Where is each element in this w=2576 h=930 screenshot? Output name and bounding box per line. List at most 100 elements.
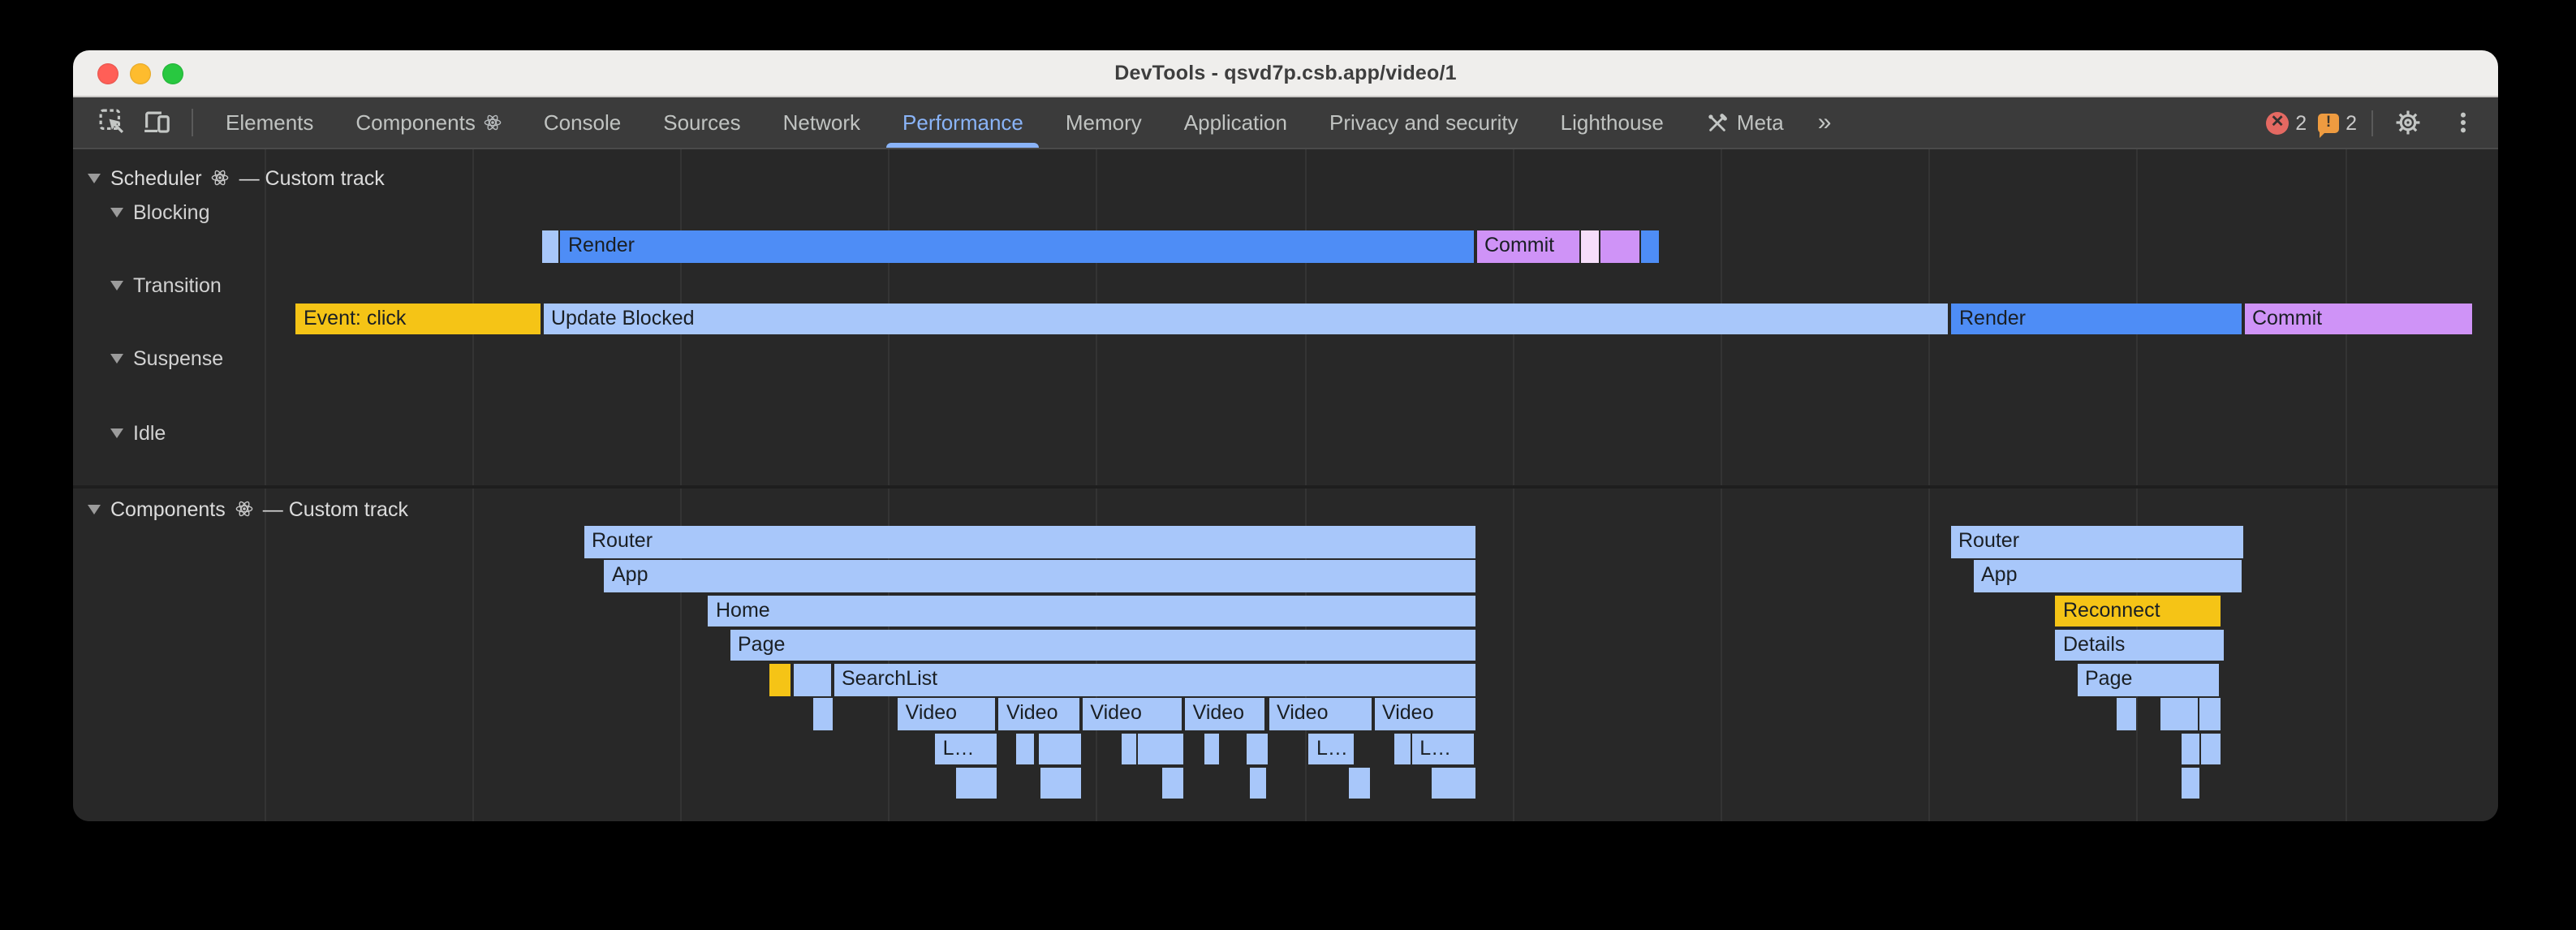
collapse-arrow-icon[interactable] — [110, 280, 123, 290]
timeline-event-render[interactable]: Render — [1951, 303, 2241, 334]
tab-label: Elements — [226, 110, 314, 135]
timeline-event[interactable] — [1016, 733, 1034, 764]
warning-badge[interactable]: ! 2 — [2318, 111, 2357, 137]
timeline-event-router[interactable]: Router — [584, 526, 1475, 558]
timeline-event[interactable] — [813, 698, 832, 730]
devtools-toolbar: Elements Components Console Sources Network P… — [73, 97, 2498, 149]
collapse-arrow-icon[interactable] — [110, 207, 123, 217]
tab-label: Components — [355, 110, 476, 135]
settings-button[interactable] — [2388, 109, 2427, 136]
timeline-event[interactable] — [1394, 733, 1410, 764]
grid-line — [2345, 149, 2346, 820]
timeline-event-commit[interactable]: Commit — [2244, 303, 2472, 334]
timeline-event-reconnect[interactable]: Reconnect — [2055, 595, 2221, 626]
device-toolbar-icon — [142, 109, 170, 136]
toolbar-separator — [192, 109, 193, 136]
timeline-event[interactable] — [1580, 230, 1598, 262]
tab-application[interactable]: Application — [1163, 97, 1308, 148]
timeline-event-video[interactable]: Video — [1374, 698, 1475, 730]
lane-label-suspense[interactable]: Suspense — [110, 346, 223, 370]
timeline-event-commit[interactable]: Commit — [1476, 230, 1579, 262]
timeline-event[interactable] — [1349, 767, 1370, 799]
zoom-button[interactable] — [162, 62, 183, 84]
timeline-event[interactable] — [1204, 733, 1219, 764]
tab-elements[interactable]: Elements — [205, 97, 334, 148]
timeline-event[interactable] — [1040, 767, 1081, 799]
timeline-event-video[interactable]: Video — [1184, 698, 1265, 730]
tab-components[interactable]: Components — [334, 97, 522, 148]
tab-privacy-and-security[interactable]: Privacy and security — [1308, 97, 1540, 148]
timeline-event-page[interactable]: Page — [2077, 664, 2219, 695]
timeline-event-l-[interactable]: L… — [934, 733, 997, 764]
timeline-event-details[interactable]: Details — [2055, 629, 2223, 661]
timeline-event-home[interactable]: Home — [708, 595, 1475, 626]
lane-label-transition[interactable]: Transition — [110, 273, 222, 297]
timeline-event[interactable] — [1641, 230, 1659, 262]
timeline-event[interactable] — [1250, 767, 1267, 799]
tab-meta[interactable]: Meta — [1685, 97, 1805, 148]
tab-memory[interactable]: Memory — [1045, 97, 1163, 148]
timeline-event[interactable] — [1600, 230, 1639, 262]
tab-console[interactable]: Console — [523, 97, 642, 148]
timeline-event[interactable] — [1432, 767, 1475, 799]
timeline-event-router[interactable]: Router — [1950, 526, 2243, 558]
timeline-event-searchlist[interactable]: SearchList — [834, 664, 1475, 695]
inspect-element-button[interactable] — [93, 97, 131, 148]
timeline-event[interactable] — [1161, 767, 1183, 799]
timeline-event-video[interactable]: Video — [1082, 698, 1182, 730]
timeline-event[interactable] — [2117, 698, 2135, 730]
tab-lighthouse[interactable]: Lighthouse — [1540, 97, 1685, 148]
more-tabs-button[interactable]: » — [1817, 109, 1832, 136]
close-button[interactable] — [97, 62, 118, 84]
collapse-arrow-icon[interactable] — [88, 504, 101, 514]
timeline-event[interactable] — [1138, 733, 1183, 764]
timeline-event[interactable] — [2181, 767, 2199, 799]
track-header-components[interactable]: Components — Custom track — [88, 497, 408, 521]
collapse-arrow-icon[interactable] — [110, 428, 123, 437]
timeline-event-l-[interactable]: L… — [1308, 733, 1354, 764]
collapse-arrow-icon[interactable] — [88, 173, 101, 183]
timeline-event-event-click[interactable]: Event: click — [295, 303, 540, 334]
timeline-event[interactable] — [2160, 698, 2197, 730]
timeline-event-update-blocked[interactable]: Update Blocked — [543, 303, 1947, 334]
timeline-event[interactable] — [769, 664, 790, 695]
tab-performance[interactable]: Performance — [881, 97, 1045, 148]
timeline-event-page[interactable]: Page — [730, 629, 1475, 661]
timeline-event-app[interactable]: App — [604, 560, 1475, 592]
lane-label-blocking[interactable]: Blocking — [110, 200, 210, 224]
tab-network[interactable]: Network — [762, 97, 881, 148]
timeline-event[interactable] — [1039, 733, 1081, 764]
timeline-event[interactable] — [793, 664, 830, 695]
minimize-button[interactable] — [130, 62, 151, 84]
grid-line — [1512, 149, 1514, 820]
timeline-event-video[interactable]: Video — [1269, 698, 1371, 730]
timeline-event[interactable] — [541, 230, 558, 262]
timeline-event[interactable] — [2200, 733, 2220, 764]
track-header-scheduler[interactable]: Scheduler — Custom track — [88, 166, 385, 190]
timeline-event[interactable] — [2181, 733, 2199, 764]
timeline-event-l-[interactable]: L… — [1411, 733, 1475, 764]
timeline-event-app[interactable]: App — [1973, 560, 2241, 592]
title-bar[interactable]: DevTools - qsvd7p.csb.app/video/1 — [73, 50, 2498, 97]
tab-sources[interactable]: Sources — [642, 97, 761, 148]
warning-icon: ! — [2318, 113, 2340, 137]
menu-button[interactable] — [2443, 110, 2482, 135]
traffic-lights — [97, 50, 183, 96]
lane-label-idle[interactable]: Idle — [110, 420, 166, 445]
timeline-event-video[interactable]: Video — [998, 698, 1079, 730]
error-badge[interactable]: ✕ 2 — [2266, 111, 2307, 134]
timeline-event-video[interactable]: Video — [897, 698, 995, 730]
timeline-event[interactable] — [1247, 733, 1267, 764]
window-title: DevTools - qsvd7p.csb.app/video/1 — [1114, 62, 1457, 84]
collapse-arrow-icon[interactable] — [110, 353, 123, 363]
timeline-event[interactable] — [956, 767, 997, 799]
timeline-event[interactable] — [2199, 698, 2220, 730]
grid-line — [1720, 149, 1722, 820]
device-toolbar-button[interactable] — [136, 97, 175, 148]
error-icon: ✕ — [2266, 111, 2290, 134]
timeline-event-render[interactable]: Render — [560, 230, 1473, 262]
timeline-event[interactable] — [1121, 733, 1136, 764]
devtools-window: DevTools - qsvd7p.csb.app/video/1 Elemen… — [73, 50, 2498, 820]
track-title: Scheduler — [110, 166, 202, 189]
react-atom-icon — [212, 169, 230, 187]
